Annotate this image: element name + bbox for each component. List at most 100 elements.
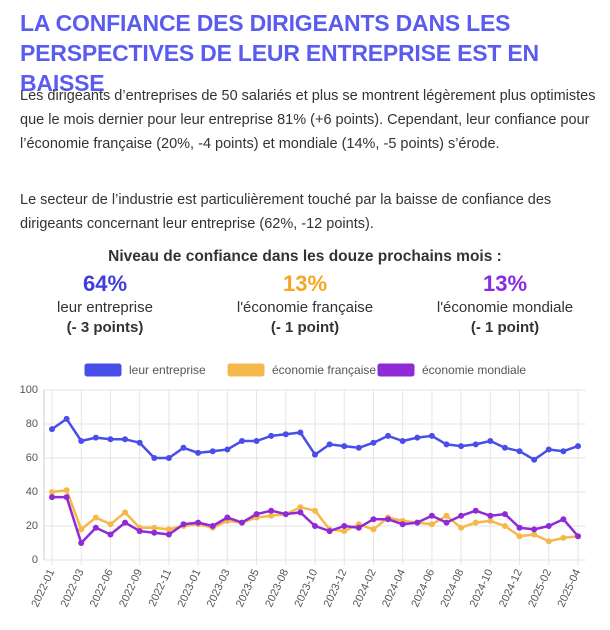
data-point xyxy=(78,438,85,444)
data-point xyxy=(516,524,523,531)
data-point xyxy=(78,540,85,546)
x-tick-label: 2024-10 xyxy=(468,567,496,609)
data-point xyxy=(63,415,70,422)
data-point xyxy=(253,511,260,518)
legend-label: économie mondiale xyxy=(422,363,526,377)
stat-value: 13% xyxy=(482,271,528,296)
x-tick-label: 2022-01 xyxy=(29,567,57,609)
data-point xyxy=(326,528,333,535)
data-point xyxy=(487,512,494,519)
x-tick-label: 2024-02 xyxy=(351,567,379,609)
stat-label: l'économie mondiale xyxy=(436,299,574,316)
data-point xyxy=(472,441,479,448)
data-point xyxy=(122,509,129,516)
stat-label: l'économie française xyxy=(236,299,374,316)
x-tick-label: 2025-04 xyxy=(555,567,583,609)
data-point xyxy=(238,519,245,526)
data-point xyxy=(428,432,435,439)
data-point xyxy=(458,512,465,519)
data-point xyxy=(122,436,129,443)
stat: 13% l'économie française (- 1 point) xyxy=(205,270,405,338)
data-point xyxy=(399,438,406,444)
data-point xyxy=(545,446,552,453)
data-point xyxy=(195,519,202,526)
legend-label: leur entreprise xyxy=(129,363,206,377)
data-point xyxy=(341,523,348,529)
legend-swatch xyxy=(227,363,265,377)
x-tick-label: 2024-08 xyxy=(439,567,467,609)
data-point xyxy=(253,438,260,444)
data-point xyxy=(472,507,479,514)
data-point xyxy=(414,434,421,441)
y-tick-label: 60 xyxy=(26,452,38,464)
data-point xyxy=(63,494,70,501)
data-point xyxy=(107,436,114,443)
paragraph: Les dirigeants d’entreprises de 50 salar… xyxy=(20,88,596,152)
data-point xyxy=(443,519,450,526)
stats-heading: Niveau de confiance dans les douze proch… xyxy=(108,248,502,265)
data-point xyxy=(165,531,172,538)
stat-change: (- 1 point) xyxy=(470,319,540,336)
data-point xyxy=(122,519,129,526)
x-tick-label: 2023-10 xyxy=(292,567,320,609)
legend-swatch xyxy=(377,363,415,377)
y-tick-label: 40 xyxy=(26,486,38,498)
x-tick-label: 2023-03 xyxy=(205,567,233,609)
data-point xyxy=(355,444,362,451)
data-point xyxy=(224,514,231,521)
x-tick-label: 2023-08 xyxy=(263,567,291,609)
title: LA CONFIANCE DES DIRIGEANTS DANS LES PER… xyxy=(20,10,539,96)
x-tick-label: 2022-06 xyxy=(88,567,116,609)
x-tick-label: 2022-09 xyxy=(117,567,145,609)
stat-change: (- 3 points) xyxy=(66,319,144,336)
data-point xyxy=(136,439,143,446)
data-point xyxy=(107,521,114,528)
legend-label: économie française xyxy=(272,363,376,377)
data-point xyxy=(501,511,508,518)
stat-change: (- 1 point) xyxy=(270,319,340,336)
data-point xyxy=(458,524,465,531)
data-point xyxy=(560,534,567,541)
data-point xyxy=(49,489,55,495)
y-tick-label: 0 xyxy=(32,554,38,566)
data-point xyxy=(370,516,377,523)
data-point xyxy=(297,429,304,436)
data-point xyxy=(224,446,231,453)
stat: 64% leur entreprise (- 3 points) xyxy=(5,270,205,338)
data-point xyxy=(92,524,99,531)
x-tick-label: 2024-12 xyxy=(497,567,525,609)
data-point xyxy=(209,523,216,529)
x-tick-label: 2023-12 xyxy=(322,567,350,609)
data-point xyxy=(428,521,435,528)
stat-label: leur entreprise xyxy=(57,299,153,316)
data-point xyxy=(355,524,362,531)
x-tick-label: 2023-05 xyxy=(234,567,262,609)
data-point xyxy=(443,441,450,448)
data-point xyxy=(151,529,158,536)
data-point xyxy=(501,523,508,529)
x-tick-label: 2025-02 xyxy=(526,567,554,609)
data-point xyxy=(63,487,70,494)
data-point xyxy=(297,509,304,516)
data-point xyxy=(545,523,552,529)
data-point xyxy=(78,526,85,533)
data-point xyxy=(341,443,348,450)
data-point xyxy=(151,524,158,531)
data-point xyxy=(268,432,275,439)
paragraph: Le secteur de l’industrie est particuliè… xyxy=(20,192,552,232)
stat-value: 13% xyxy=(282,271,328,296)
y-tick-label: 80 xyxy=(26,418,38,430)
data-point xyxy=(443,512,450,519)
stat: 13% l'économie mondiale (- 1 point) xyxy=(405,270,605,338)
data-point xyxy=(560,448,567,455)
data-point xyxy=(399,521,406,528)
data-point xyxy=(501,444,508,451)
y-tick-label: 100 xyxy=(20,384,38,396)
data-point xyxy=(545,538,552,545)
data-point xyxy=(238,438,245,444)
data-point xyxy=(428,512,435,519)
data-point xyxy=(575,533,581,540)
x-tick-label: 2022-03 xyxy=(59,567,87,609)
data-point xyxy=(516,533,523,540)
